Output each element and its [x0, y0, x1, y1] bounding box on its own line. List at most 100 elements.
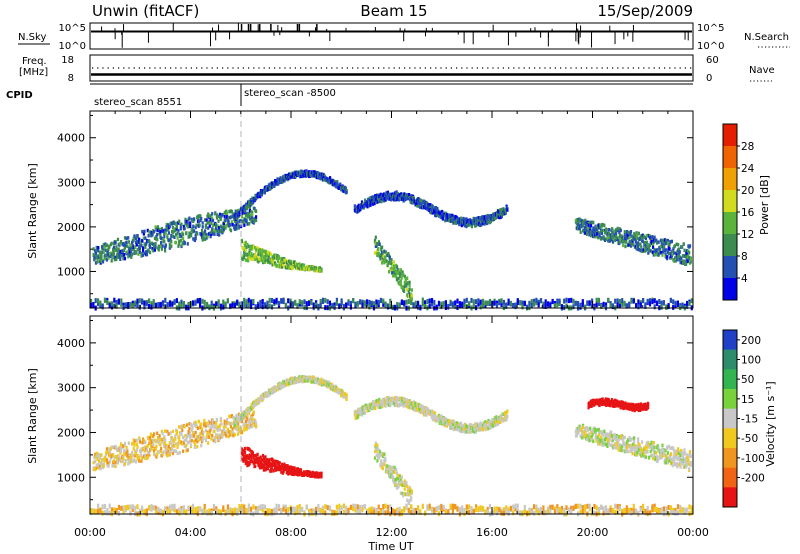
echo-cell — [114, 464, 117, 468]
echo-cell — [565, 303, 568, 309]
echo-cell — [389, 192, 392, 197]
echo-cell — [111, 464, 114, 468]
echo-cell — [298, 472, 301, 476]
echo-cell — [368, 201, 371, 205]
echo-cell — [607, 297, 610, 303]
echo-cell — [132, 441, 135, 445]
echo-cell — [582, 221, 585, 225]
echo-cell — [147, 234, 150, 238]
echo-cell — [164, 297, 167, 303]
echo-cell — [506, 208, 509, 212]
echo-cell — [255, 246, 258, 250]
echo-cell — [95, 463, 98, 467]
echo-cell — [231, 427, 234, 431]
echo-cell — [584, 231, 587, 235]
echo-cell — [635, 303, 638, 309]
echo-cell — [199, 214, 202, 218]
echo-cell — [646, 247, 649, 251]
echo-cell — [314, 172, 318, 177]
echo-cell — [648, 245, 651, 249]
echo-cell — [179, 227, 182, 231]
echo-cell — [282, 297, 285, 303]
echo-cell — [381, 245, 384, 249]
echo-cell — [635, 241, 638, 245]
echo-cell — [412, 405, 415, 409]
echo-cell — [408, 400, 411, 404]
echo-cell — [116, 251, 120, 255]
echo-cell — [258, 462, 261, 466]
echo-cell — [601, 222, 604, 227]
echo-cell — [143, 251, 146, 255]
echo-cell — [354, 416, 357, 420]
echo-cell — [152, 434, 155, 438]
echo-cell — [94, 253, 98, 258]
echo-cell — [194, 420, 197, 425]
echo-cell — [637, 231, 640, 236]
echo-cell — [465, 217, 468, 221]
echo-cell — [685, 262, 688, 266]
echo-cell — [621, 298, 624, 304]
echo-cell — [138, 455, 141, 460]
echo-cell — [670, 254, 673, 258]
echo-cell — [364, 411, 367, 415]
echo-cell — [98, 456, 101, 460]
echo-cell — [245, 415, 248, 420]
echo-cell — [273, 389, 276, 393]
echo-cell — [642, 298, 645, 304]
echo-cell — [208, 224, 211, 228]
echo-cell — [226, 211, 229, 215]
power-frame — [89, 110, 694, 309]
echo-cell — [239, 413, 242, 417]
echo-cell — [282, 260, 285, 265]
echo-cell — [288, 172, 291, 176]
echo-cell — [384, 456, 387, 461]
echo-cell — [115, 299, 118, 305]
echo-cell — [335, 300, 338, 306]
echo-cell — [424, 204, 427, 209]
echo-cell — [383, 452, 386, 456]
echo-cell — [616, 298, 619, 304]
echo-cell — [597, 297, 601, 303]
echo-cell — [393, 198, 396, 202]
echo-cell — [665, 238, 668, 243]
echo-cell — [208, 231, 211, 236]
echo-cell — [159, 442, 162, 447]
echo-cell — [645, 240, 648, 245]
echo-cell — [270, 304, 274, 310]
echo-cell — [148, 298, 151, 304]
echo-cell — [188, 422, 191, 426]
echo-cell — [276, 177, 279, 181]
echo-cell — [142, 437, 145, 441]
echo-cell — [117, 247, 120, 251]
echo-cell — [342, 303, 345, 309]
echo-cell — [234, 422, 237, 426]
echo-cell — [599, 225, 602, 230]
echo-cell — [104, 455, 107, 459]
echo-cell — [233, 432, 236, 437]
echo-cell — [131, 303, 134, 309]
echo-cell — [463, 302, 466, 307]
echo-cell — [403, 397, 406, 401]
echo-cell — [392, 273, 395, 278]
echo-cell — [125, 445, 128, 450]
echo-cell — [93, 455, 96, 460]
echo-cell — [382, 301, 385, 307]
echo-cell — [211, 223, 215, 228]
echo-cell — [396, 197, 399, 201]
echo-cell — [581, 219, 584, 223]
nsky-tick-bottom-right: 10^0 — [697, 41, 724, 52]
echo-cell — [251, 212, 254, 216]
echo-cell — [252, 221, 255, 225]
echo-cell — [251, 451, 254, 455]
echo-cell — [375, 453, 378, 458]
echo-cell — [514, 304, 517, 310]
echo-cell — [154, 241, 157, 246]
echo-cell — [254, 304, 257, 310]
echo-cell — [677, 252, 681, 256]
echo-cell — [182, 440, 185, 445]
echo-cell — [210, 300, 213, 306]
echo-cell — [206, 234, 209, 239]
echo-cell — [196, 216, 200, 220]
echo-cell — [631, 240, 634, 245]
echo-cell — [141, 456, 144, 460]
